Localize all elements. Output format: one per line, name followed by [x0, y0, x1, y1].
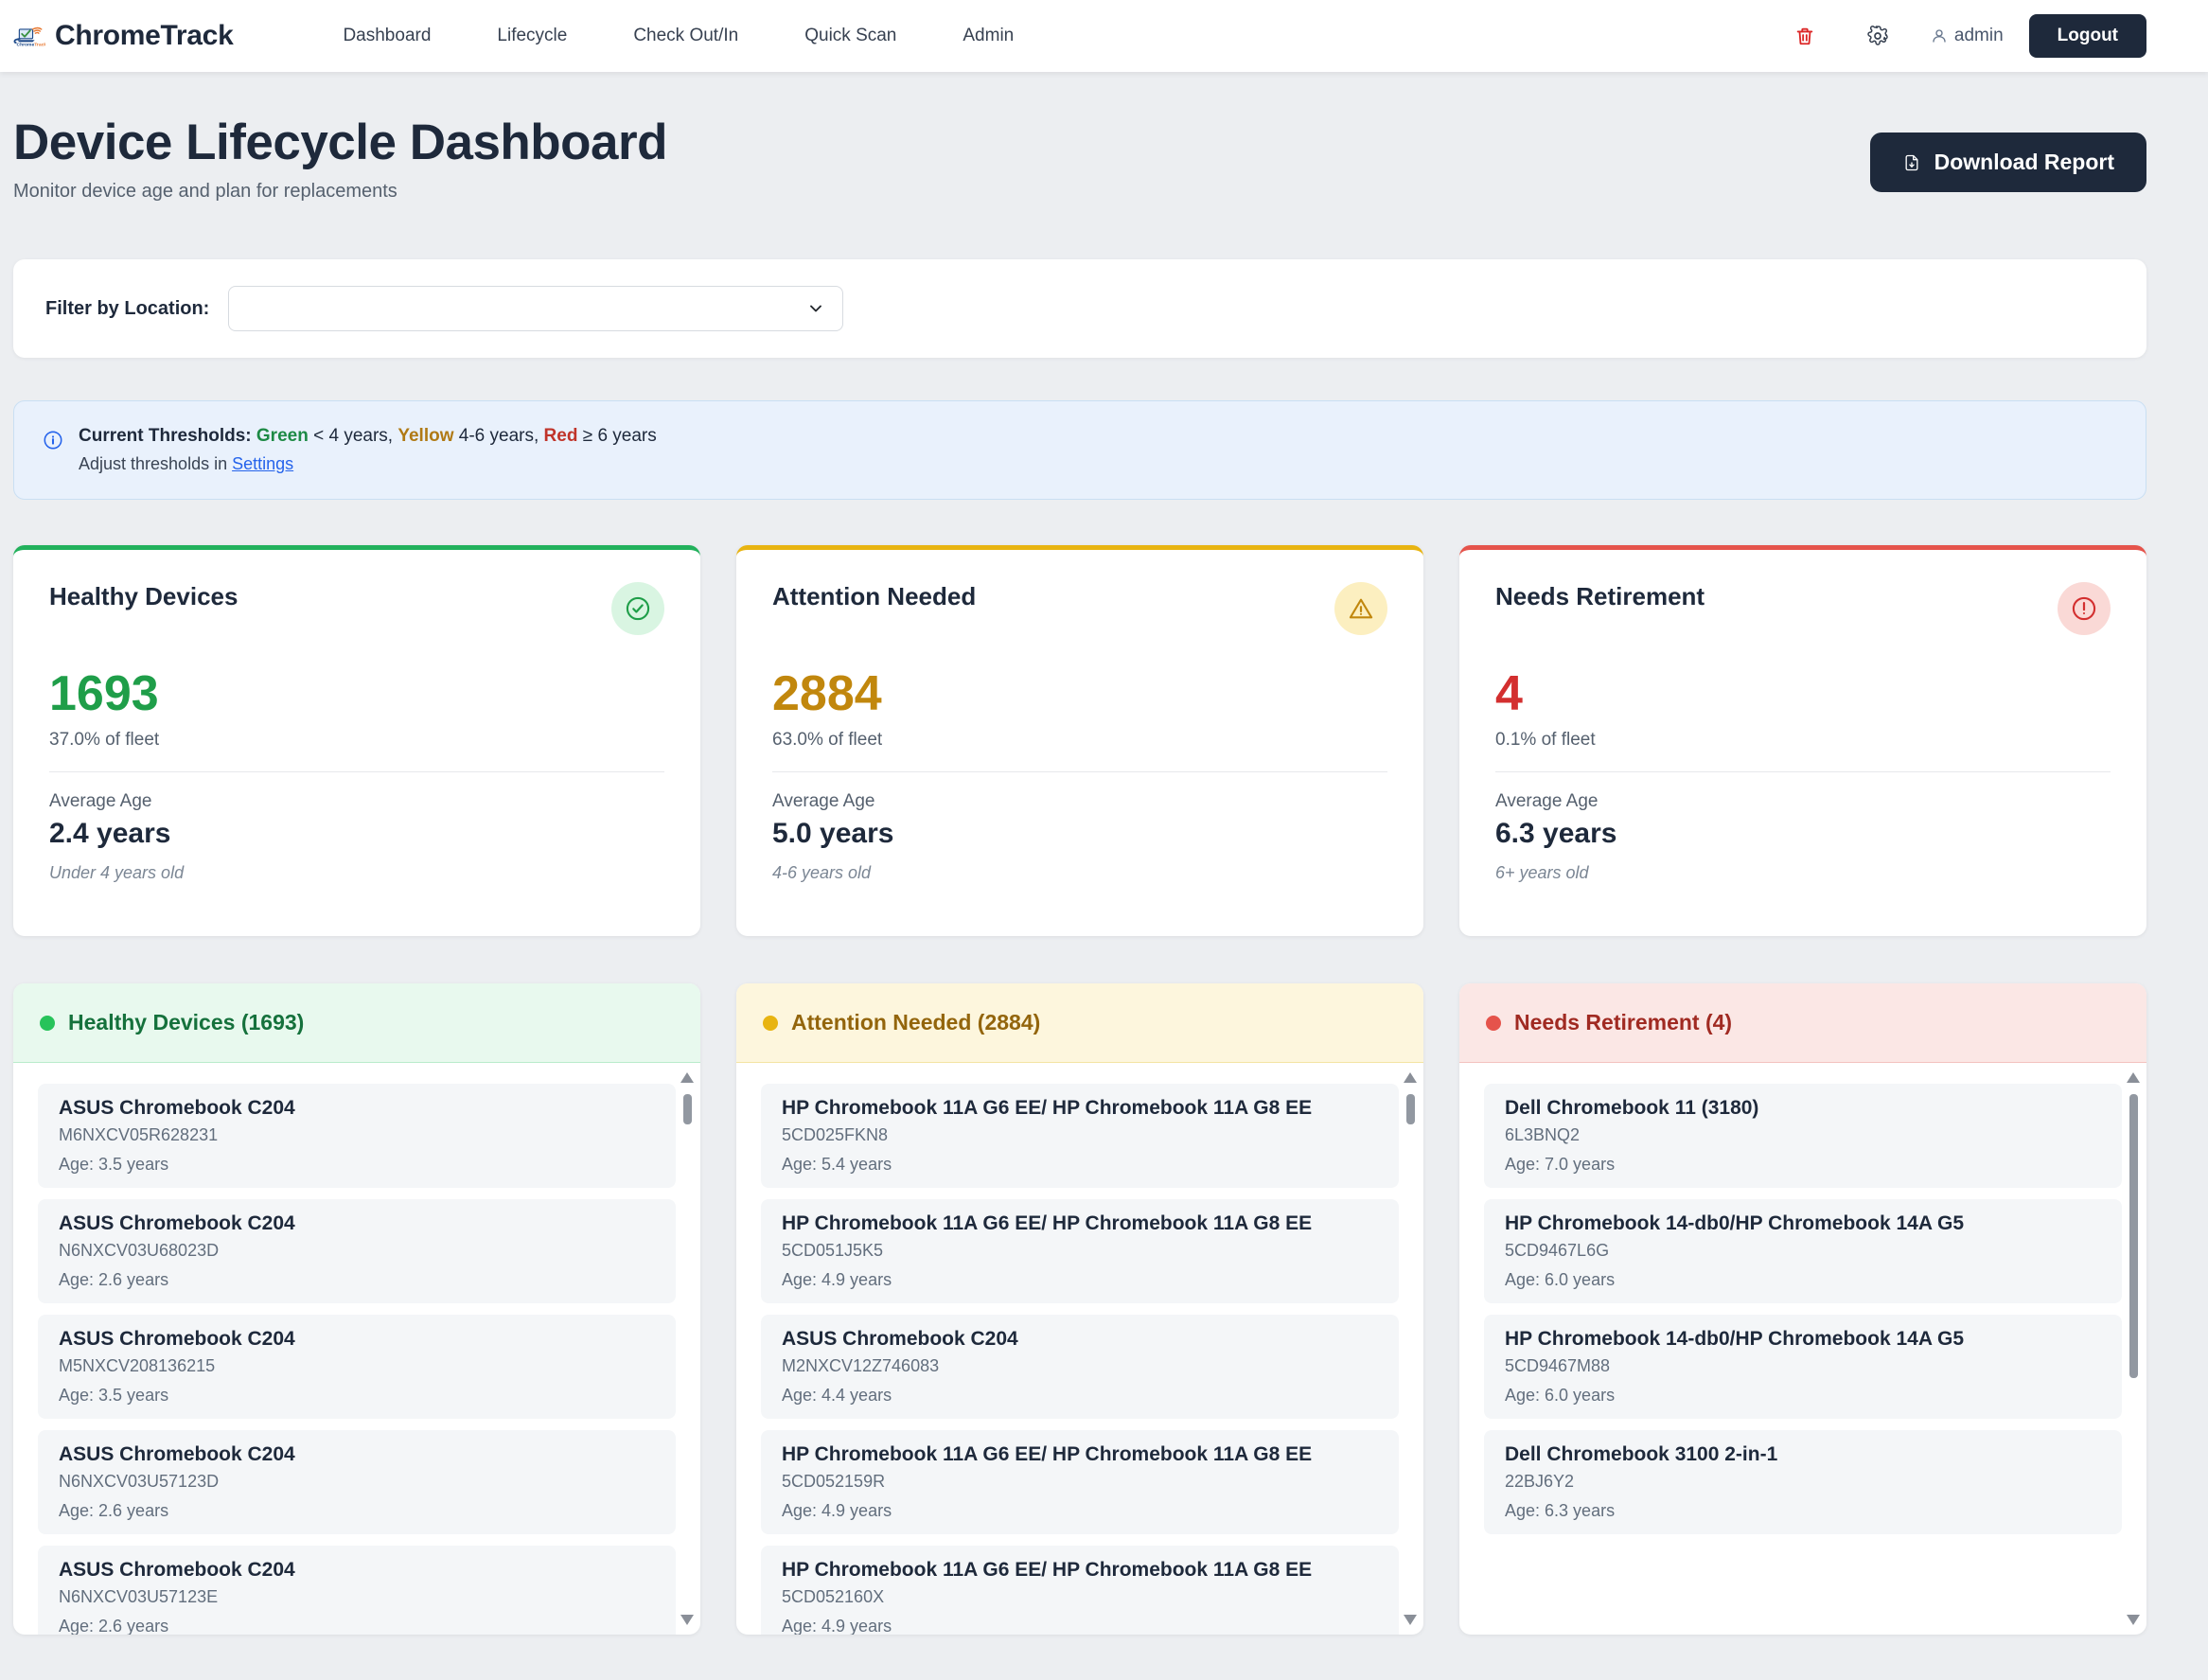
svg-text:ChromeTrack: ChromeTrack: [17, 43, 45, 48]
